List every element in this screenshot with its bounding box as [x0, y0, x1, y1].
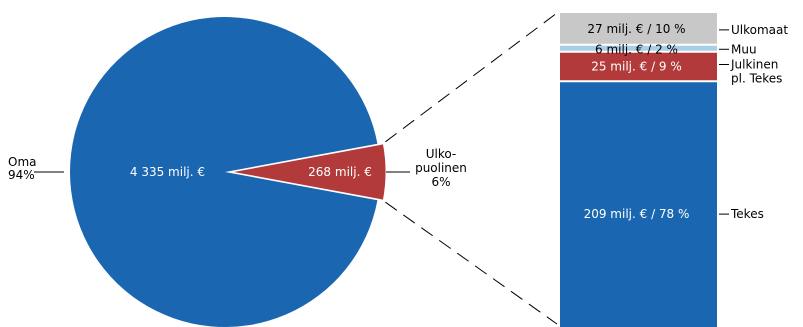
pie-label-ulkopuolinen: Ulko- [426, 147, 457, 161]
connector-line-top [385, 12, 558, 143]
pie-label-ulkopuolinen: puolinen [415, 161, 467, 175]
bar-segment-julkinen [560, 51, 717, 82]
pie-label-ulkopuolinen: 6% [431, 175, 450, 189]
pie-slice-oma [70, 17, 378, 327]
bar-label-julkinen: Julkinen [730, 58, 778, 72]
bar-segment-muu [560, 44, 717, 52]
bar-value-tekes: 209 milj. € / 78 % [584, 207, 690, 221]
bar-value-julkinen: 25 milj. € / 9 % [591, 60, 682, 74]
pie-label-oma: 94% [8, 168, 35, 182]
bar-value-ulkomaat: 27 milj. € / 10 % [587, 22, 685, 36]
pie-value-oma: 4 335 milj. € [130, 165, 205, 179]
bar-segment-ulkomaat [560, 13, 717, 45]
pie-label-oma: Oma [8, 155, 37, 169]
bar-label-tekes: Tekes [730, 207, 764, 221]
bar-label-julkinen: pl. Tekes [731, 72, 782, 86]
bar-label-muu: Muu [731, 42, 757, 56]
bar-label-ulkomaat: Ulkomaat [731, 23, 788, 37]
pie-value-ulkopuolinen: 268 milj. € [308, 165, 372, 179]
bar-value-muu: 6 milj. € / 2 % [595, 42, 678, 56]
connector-line-bottom [385, 201, 558, 325]
pie-slice-ulkopuolinen [230, 143, 387, 201]
bar-segment-tekes [560, 81, 717, 327]
